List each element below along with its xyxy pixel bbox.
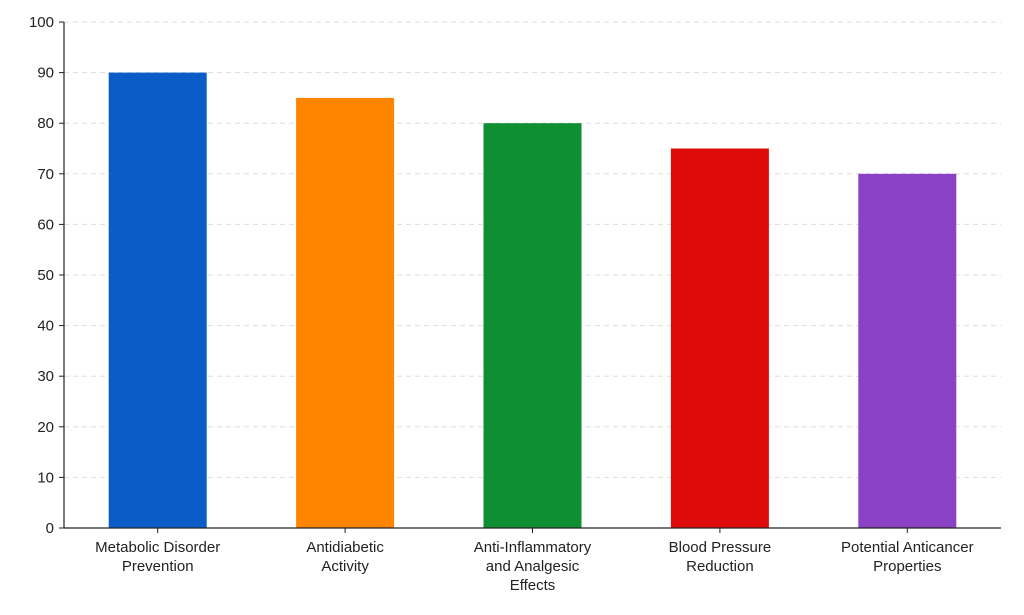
y-tick-label: 70	[37, 166, 54, 183]
x-category-label: Antidiabetic Activity	[306, 539, 384, 575]
y-tick-label: 0	[46, 520, 54, 537]
bars	[108, 72, 957, 529]
y-tick-label: 10	[37, 469, 54, 486]
x-category-label-line: Metabolic Disorder	[95, 539, 220, 556]
y-tick-label: 90	[37, 65, 54, 82]
bar-4	[670, 148, 769, 528]
y-tick-label: 40	[37, 318, 54, 335]
y-tick-label: 20	[37, 419, 54, 436]
x-category-label-line: Potential Anticancer	[841, 539, 974, 556]
x-category-label-line: Anti-Inflammatory	[474, 539, 592, 556]
x-category-label-line: Properties	[873, 558, 941, 575]
y-tick-label: 60	[37, 216, 54, 233]
bar-2	[296, 97, 395, 529]
x-category-label-line: Prevention	[122, 558, 194, 575]
x-category-label-line: Antidiabetic	[306, 539, 384, 556]
x-category-label-line: Effects	[510, 577, 556, 594]
bar-3	[483, 123, 582, 528]
x-category-label-line: Reduction	[686, 558, 754, 575]
y-tick-label: 100	[29, 14, 54, 31]
x-category-label-line: Blood Pressure	[669, 539, 772, 556]
x-category-label: Blood Pressure Reduction	[669, 539, 772, 575]
y-axis-ticks: 0 10 20 30 40 50 60 70 80 90 100	[29, 14, 64, 537]
bar-1	[108, 72, 207, 528]
bar-5	[858, 173, 957, 529]
x-category-label: Anti-Inflammatory and Analgesic Effects	[474, 539, 592, 594]
x-category-label: Potential Anticancer Properties	[841, 539, 974, 575]
x-category-label-line: Activity	[321, 558, 369, 575]
x-category-label: Metabolic Disorder Prevention	[95, 539, 220, 575]
y-tick-label: 50	[37, 267, 54, 284]
x-category-label-line: and Analgesic	[486, 558, 580, 575]
y-tick-label: 30	[37, 368, 54, 385]
y-tick-label: 80	[37, 115, 54, 132]
x-axis-category-labels: Metabolic Disorder Prevention Antidiabetic…	[95, 539, 973, 594]
